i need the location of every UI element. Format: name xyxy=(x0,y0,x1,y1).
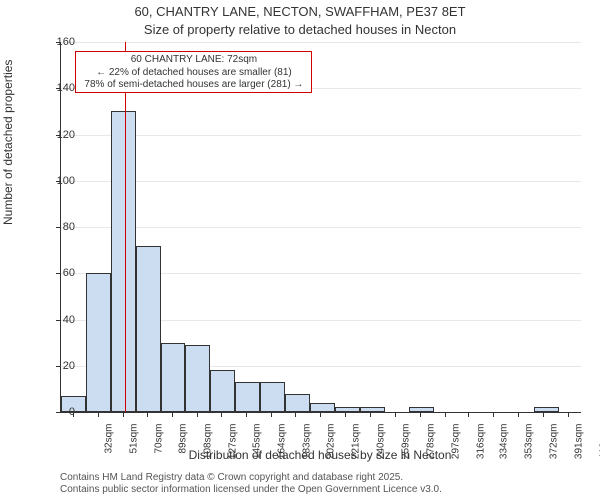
footer-attribution: Contains HM Land Registry data © Crown c… xyxy=(60,472,580,496)
x-tick-label: 353sqm xyxy=(524,424,535,464)
marker-callout: 60 CHANTRY LANE: 72sqm← 22% of detached … xyxy=(75,51,312,93)
x-tick-mark xyxy=(370,412,371,417)
histogram-bar xyxy=(86,273,111,412)
x-tick-mark xyxy=(197,412,198,417)
x-tick-label: 316sqm xyxy=(475,424,486,464)
histogram-bar xyxy=(260,382,285,412)
y-tick-label: 20 xyxy=(35,360,75,372)
y-tick-label: 140 xyxy=(35,82,75,94)
x-tick-label: 372sqm xyxy=(549,424,560,464)
x-tick-label: 221sqm xyxy=(351,424,362,464)
y-tick-label: 40 xyxy=(35,314,75,326)
callout-line-3: 78% of semi-detached houses are larger (… xyxy=(80,79,307,92)
x-tick-mark xyxy=(246,412,247,417)
x-tick-label: 164sqm xyxy=(276,424,287,464)
x-tick-mark xyxy=(147,412,148,417)
histogram-bar xyxy=(210,370,235,412)
x-tick-label: 89sqm xyxy=(178,424,189,464)
x-tick-label: 278sqm xyxy=(426,424,437,464)
y-tick-label: 120 xyxy=(35,129,75,141)
footer-line-2: Contains public sector information licen… xyxy=(60,484,580,496)
x-tick-label: 259sqm xyxy=(401,424,412,464)
x-tick-mark xyxy=(445,412,446,417)
histogram-bar xyxy=(310,403,335,412)
x-tick-mark xyxy=(395,412,396,417)
x-tick-label: 240sqm xyxy=(376,424,387,464)
x-tick-mark xyxy=(518,412,519,417)
x-tick-mark xyxy=(172,412,173,417)
histogram-bar xyxy=(335,407,360,412)
histogram-bar xyxy=(161,343,186,412)
histogram-bar xyxy=(534,407,559,412)
x-tick-mark xyxy=(320,412,321,417)
x-tick-mark xyxy=(568,412,569,417)
y-tick-label: 60 xyxy=(35,267,75,279)
y-tick-label: 160 xyxy=(35,36,75,48)
x-tick-label: 145sqm xyxy=(251,424,262,464)
x-tick-label: 70sqm xyxy=(153,424,164,464)
histogram-bar xyxy=(360,407,385,412)
histogram-bar xyxy=(136,246,161,413)
plot-area: 60 CHANTRY LANE: 72sqm← 22% of detached … xyxy=(60,42,581,413)
gridline xyxy=(61,42,581,43)
x-tick-mark xyxy=(345,412,346,417)
gridline xyxy=(61,135,581,136)
callout-line-1: 60 CHANTRY LANE: 72sqm xyxy=(80,54,307,67)
x-tick-mark xyxy=(543,412,544,417)
x-tick-label: 334sqm xyxy=(499,424,510,464)
footer-line-1: Contains HM Land Registry data © Crown c… xyxy=(60,472,580,484)
x-tick-label: 127sqm xyxy=(228,424,239,464)
x-tick-mark xyxy=(493,412,494,417)
histogram-bar xyxy=(235,382,260,412)
x-tick-label: 202sqm xyxy=(326,424,337,464)
x-tick-mark xyxy=(420,412,421,417)
x-tick-mark xyxy=(98,412,99,417)
y-tick-label: 80 xyxy=(35,221,75,233)
chart-title-main: 60, CHANTRY LANE, NECTON, SWAFFHAM, PE37… xyxy=(0,4,600,19)
marker-line xyxy=(125,42,126,412)
x-tick-mark xyxy=(123,412,124,417)
histogram-bar xyxy=(409,407,434,412)
chart-title-sub: Size of property relative to detached ho… xyxy=(0,22,600,37)
histogram-bar xyxy=(111,111,136,412)
x-tick-label: 297sqm xyxy=(450,424,461,464)
x-tick-label: 183sqm xyxy=(301,424,312,464)
histogram-bar xyxy=(285,394,310,413)
histogram-bar xyxy=(185,345,210,412)
chart-frame: 60, CHANTRY LANE, NECTON, SWAFFHAM, PE37… xyxy=(0,0,600,500)
x-tick-label: 108sqm xyxy=(203,424,214,464)
y-axis-label: Number of detached properties xyxy=(1,60,15,225)
callout-line-2: ← 22% of detached houses are smaller (81… xyxy=(80,67,307,80)
y-tick-label: 100 xyxy=(35,175,75,187)
x-tick-mark xyxy=(468,412,469,417)
x-tick-label: 32sqm xyxy=(103,424,114,464)
gridline xyxy=(61,227,581,228)
y-tick-label: 0 xyxy=(35,406,75,418)
gridline xyxy=(61,181,581,182)
x-tick-mark xyxy=(295,412,296,417)
x-tick-label: 391sqm xyxy=(574,424,585,464)
x-tick-mark xyxy=(271,412,272,417)
x-tick-mark xyxy=(221,412,222,417)
x-tick-label: 51sqm xyxy=(128,424,139,464)
